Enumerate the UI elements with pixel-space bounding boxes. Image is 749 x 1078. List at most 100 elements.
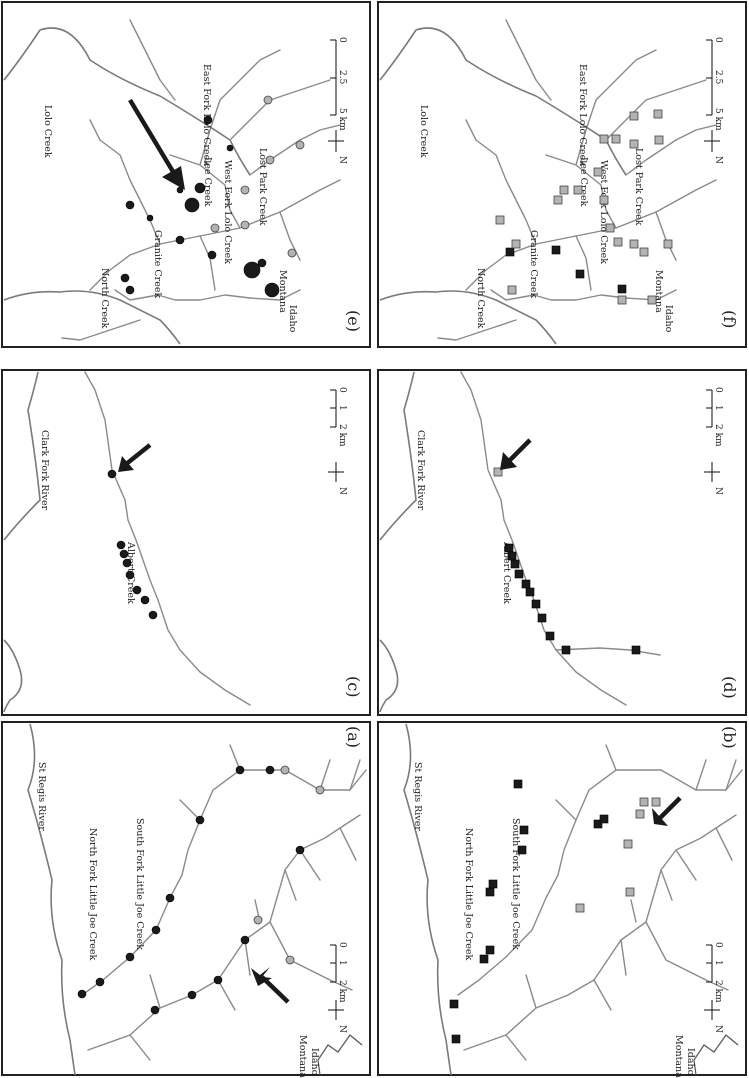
site-marker: [505, 247, 515, 257]
site-marker: [559, 185, 569, 195]
site-marker: [623, 839, 633, 849]
site-marker: [120, 273, 130, 283]
site-marker: [485, 945, 495, 955]
river-label-lee: Lee Creek: [202, 157, 213, 207]
site-marker: [651, 797, 661, 807]
site-marker: [125, 952, 135, 962]
panel-c: Clark Fork River Albert Creek 0 1 2 km: [1, 369, 371, 716]
site-marker: [513, 779, 523, 789]
north-label: N: [713, 1025, 723, 1033]
scale-tick-1: 1: [337, 960, 347, 966]
site-marker: [647, 295, 657, 305]
north-label: N: [713, 156, 723, 164]
arrow-a: [251, 967, 290, 1004]
panel-b-border: [377, 721, 747, 1076]
site-marker: [629, 139, 639, 149]
site-marker: [125, 200, 135, 210]
panel-label-e: (e): [344, 310, 363, 332]
markers-c: [107, 469, 158, 620]
site-marker: [653, 109, 663, 119]
river-label-lolo: Lolo Creek: [418, 105, 429, 158]
panel-label-b: (b): [720, 726, 739, 749]
lolo-creek-main: [379, 27, 627, 176]
site-marker: [613, 237, 623, 247]
site-marker: [187, 990, 197, 1000]
site-marker: [210, 223, 220, 233]
river-label-clark-fork: Clark Fork River: [415, 430, 426, 511]
scale-tick-1: 1: [337, 405, 347, 411]
site-marker: [561, 645, 571, 655]
site-marker: [195, 815, 205, 825]
state-label-montana: Montana: [297, 1035, 308, 1078]
arrow-e: [128, 98, 185, 190]
streams: [465, 19, 717, 301]
scale-tick-2: 2 km: [713, 980, 723, 1003]
site-marker: [165, 893, 175, 903]
site-marker: [148, 610, 158, 620]
river-label-west-fork: West Fork Lolo Creek: [222, 160, 233, 264]
site-marker: [150, 1005, 160, 1015]
panel-b: St Regis River North Fork Little Joe Cre…: [377, 721, 747, 1078]
scale-tick-0: 0: [337, 942, 347, 948]
st-regis-river: [27, 723, 76, 1076]
albert-creek-branch: [555, 647, 661, 656]
site-marker: [531, 599, 541, 609]
site-marker: [517, 845, 527, 855]
site-marker: [240, 220, 250, 230]
scale-bar-c: 0 1 2 km N: [328, 387, 347, 495]
river-label-granite: Granite Creek: [528, 230, 539, 298]
scale-tick-1: 2.5: [713, 70, 723, 85]
site-marker: [599, 195, 609, 205]
site-marker: [593, 167, 603, 177]
site-marker: [599, 814, 609, 824]
state-label-idaho: Idaho: [287, 305, 298, 333]
state-label-montana: Montana: [277, 270, 288, 313]
site-marker: [287, 248, 297, 258]
site-marker: [521, 579, 531, 589]
site-marker: [493, 467, 503, 477]
site-marker: [213, 975, 223, 985]
panel-label-f: (f): [720, 310, 739, 328]
state-line: [317, 1034, 363, 1076]
site-marker: [504, 543, 514, 553]
river-label-north: North Creek: [99, 268, 110, 329]
albert-creek: [460, 371, 627, 706]
site-marker: [617, 284, 627, 294]
site-marker: [451, 1034, 461, 1044]
site-marker: [194, 182, 206, 194]
site-marker: [125, 570, 135, 580]
site-marker: [151, 925, 161, 935]
site-marker: [295, 140, 305, 150]
site-marker: [510, 559, 520, 569]
state-label-idaho: Idaho: [663, 305, 674, 333]
site-marker: [107, 469, 117, 479]
markers-e: [120, 95, 305, 298]
site-marker: [257, 258, 267, 268]
site-marker: [575, 269, 585, 279]
scale-bar-a: 0 1 2 km N: [328, 942, 347, 1033]
river-label-north: North Creek: [475, 268, 486, 329]
panel-f: Lolo Creek East Fork Lolo Creek Lost Par…: [377, 1, 747, 348]
scale-tick-0: 0: [337, 37, 347, 43]
panel-f-border: [377, 1, 747, 348]
state-label-montana: Montana: [653, 270, 664, 313]
site-marker: [140, 595, 150, 605]
arrow-b: [652, 796, 682, 826]
north-label: N: [337, 156, 347, 164]
site-marker: [605, 223, 615, 233]
st-regis-river: [403, 723, 452, 1076]
site-marker: [573, 185, 583, 195]
site-marker: [495, 215, 505, 225]
river-label-granite: Granite Creek: [152, 230, 163, 298]
site-marker: [525, 587, 535, 597]
panel-label-d: (d): [720, 676, 739, 699]
north-label: N: [713, 487, 723, 495]
boundary: [379, 290, 557, 345]
site-marker: [635, 809, 645, 819]
state-label-montana: Montana: [673, 1035, 684, 1078]
scale-tick-2: 2 km: [713, 424, 723, 447]
north-label: N: [337, 1025, 347, 1033]
scale-tick-0: 0: [713, 942, 723, 948]
clark-fork-island: [3, 639, 23, 713]
